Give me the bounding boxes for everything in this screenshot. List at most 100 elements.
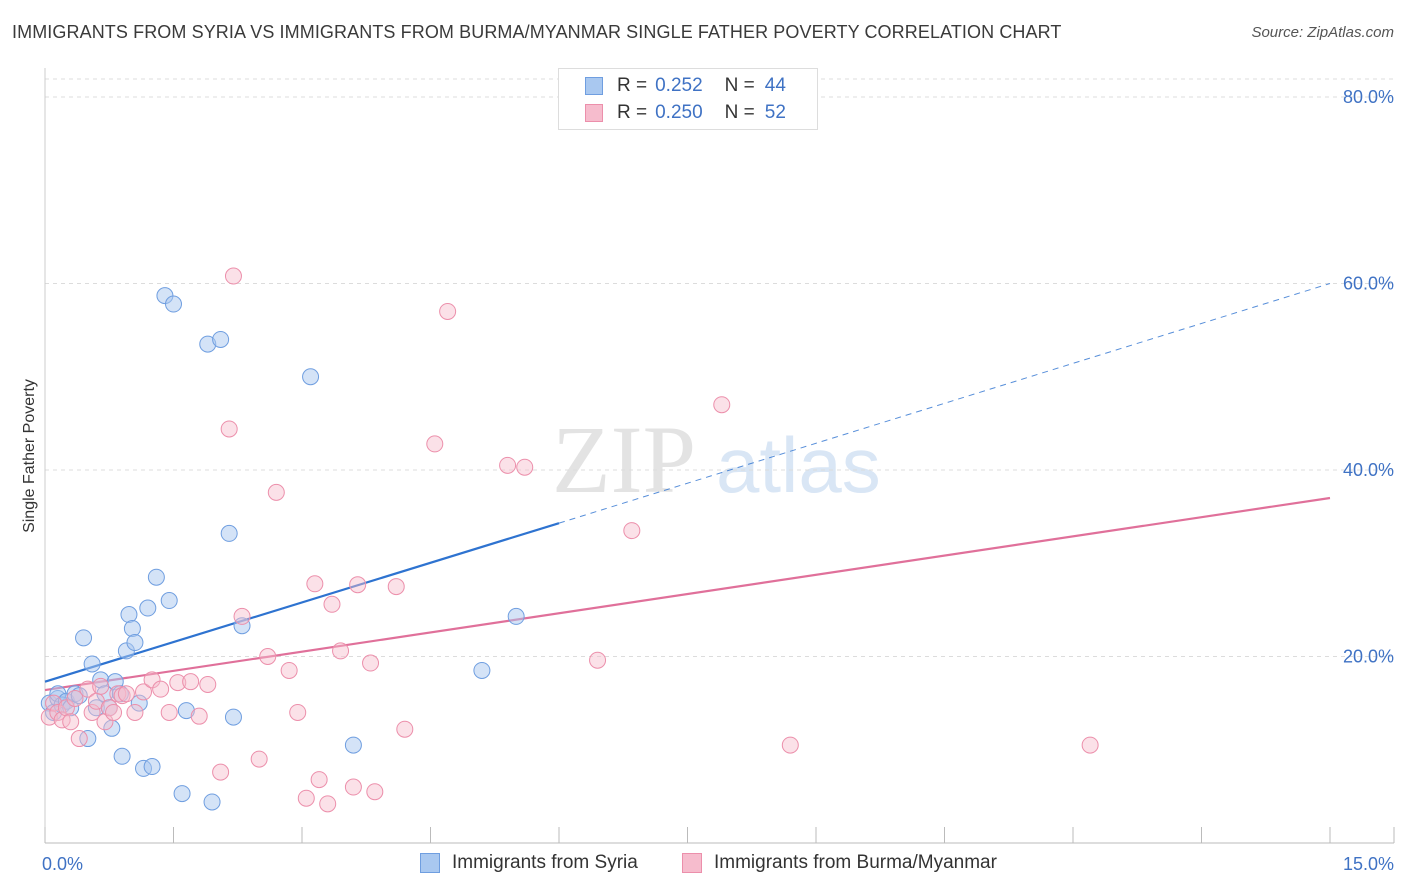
syria-point <box>212 330 230 348</box>
burma-point <box>362 654 380 672</box>
watermark-atlas: atlas <box>716 421 881 509</box>
burma-point <box>126 703 144 721</box>
burma-point <box>259 648 277 665</box>
legend-r-label: R = <box>617 75 648 96</box>
burma-point <box>623 522 641 540</box>
burma-point <box>220 420 238 438</box>
syria-point <box>130 694 148 712</box>
syria-point <box>79 730 97 748</box>
burma-point <box>499 456 517 474</box>
y-tick-label: 60.0% <box>1343 274 1394 294</box>
syria-point <box>203 793 221 811</box>
legend-n-value: 52 <box>764 102 786 123</box>
burma-point <box>79 680 97 698</box>
burma-point <box>319 795 337 813</box>
burma-point <box>105 703 123 721</box>
syria-point <box>165 295 182 313</box>
legend-n-label: N = <box>724 102 755 123</box>
syria-point <box>113 747 131 765</box>
burma-point <box>323 595 341 613</box>
legend-swatch-syria <box>585 77 603 95</box>
series-legend: Immigrants from Syria Immigrants from Bu… <box>0 850 1406 878</box>
x-tick-label-max: 15.0% <box>1343 854 1394 874</box>
burma-point <box>40 708 58 726</box>
series-label-syria: Immigrants from Syria <box>452 852 638 873</box>
syria-point <box>177 702 195 720</box>
burma-point <box>267 483 285 501</box>
burma-point <box>57 699 75 717</box>
burma-point <box>70 730 88 748</box>
burma-point <box>233 607 251 625</box>
burma-point <box>516 458 534 476</box>
correlation-legend: R = 0.252 N = 44 R = 0.250 N = 52 <box>558 68 818 130</box>
burma-point <box>280 661 298 679</box>
syria-point <box>302 368 320 386</box>
burma-point <box>306 575 324 593</box>
series-label-burma: Immigrants from Burma/Myanmar <box>714 852 997 873</box>
burma-point <box>366 783 384 801</box>
burma-point <box>332 642 350 660</box>
syria-point <box>126 634 144 652</box>
burma-point <box>113 687 131 705</box>
syria-trend-extension <box>558 283 1331 524</box>
burma-point <box>109 685 127 703</box>
burma-point <box>135 683 153 701</box>
burma-point <box>387 578 405 596</box>
syria-point <box>139 599 157 617</box>
syria-point <box>83 655 101 673</box>
burma-point <box>349 576 367 594</box>
burma-trend-line <box>44 496 1331 692</box>
syria-point <box>473 661 491 679</box>
watermark: ZIP atlas <box>552 406 881 513</box>
syria-point <box>143 758 161 776</box>
burma-point <box>143 671 161 689</box>
burma-point <box>310 771 328 789</box>
grid-lines <box>45 78 1394 657</box>
burma-point <box>199 675 217 693</box>
source-label: Source: ZipAtlas.com <box>1251 24 1394 41</box>
burma-point <box>96 713 114 731</box>
y-axis-label: Single Father Poverty <box>21 379 38 533</box>
x-tick-label-min: 0.0% <box>42 854 83 874</box>
legend-n-value: 44 <box>764 75 786 96</box>
syria-point <box>220 524 238 542</box>
burma-point <box>62 713 80 731</box>
burma-point <box>182 673 200 691</box>
series-swatch-syria <box>420 853 440 873</box>
burma-point <box>152 680 170 698</box>
syria-point <box>123 620 141 638</box>
burma-point <box>117 685 135 703</box>
syria-point <box>147 568 165 586</box>
watermark-zip: ZIP <box>552 406 696 513</box>
burma-point <box>45 694 63 712</box>
legend-n-label: N = <box>724 75 755 96</box>
syria-point <box>160 592 178 610</box>
legend-swatch-burma <box>585 104 603 122</box>
burma-point <box>396 720 414 738</box>
burma-point <box>224 267 242 285</box>
burma-point <box>212 763 230 781</box>
burma-point <box>190 707 208 725</box>
legend-r-value: 0.252 <box>655 75 703 96</box>
legend-r-label: R = <box>617 102 648 123</box>
burma-point <box>1081 736 1099 754</box>
chart-title: IMMIGRANTS FROM SYRIA VS IMMIGRANTS FROM… <box>12 22 1062 42</box>
y-tick-label: 80.0% <box>1343 87 1394 107</box>
syria-point <box>75 629 93 647</box>
burma-point <box>66 689 84 707</box>
syria-points <box>40 287 525 811</box>
syria-point <box>120 606 138 624</box>
legend-row-burma: R = 0.250 N = 52 <box>585 100 786 126</box>
burma-point <box>297 789 315 807</box>
syria-point <box>233 617 251 635</box>
burma-point <box>713 396 731 414</box>
syria-point <box>344 736 362 754</box>
syria-point <box>224 708 242 726</box>
tick-labels: 20.0% 40.0% 60.0% 80.0% 0.0% 15.0% <box>42 87 1394 874</box>
y-tick-label: 20.0% <box>1343 647 1394 667</box>
burma-point <box>250 750 268 768</box>
y-tick-label: 40.0% <box>1343 460 1394 480</box>
burma-point <box>589 651 607 669</box>
axes <box>44 68 1395 844</box>
burma-point <box>289 703 307 721</box>
